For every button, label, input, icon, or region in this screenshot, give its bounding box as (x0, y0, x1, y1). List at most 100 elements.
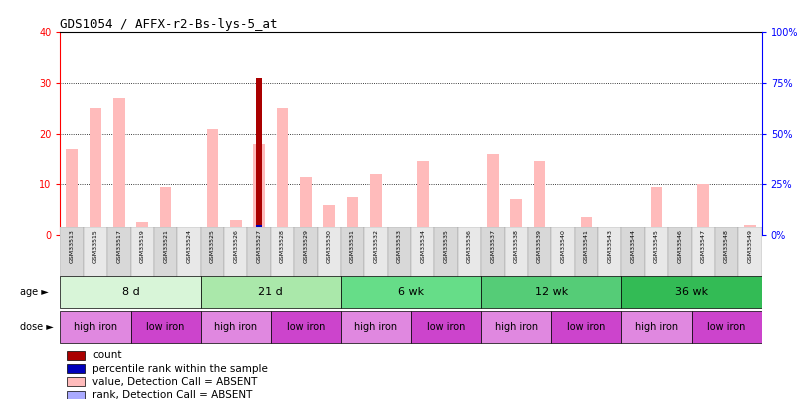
Bar (621, 227, 645, 279)
Bar (68, 377, 85, 386)
Bar (347, 232, 359, 235)
Text: high iron: high iron (495, 322, 538, 332)
Bar (411, 227, 434, 279)
Text: GSM33537: GSM33537 (490, 229, 496, 263)
Bar (206, 232, 218, 235)
Bar (294, 227, 318, 279)
Text: GSM33526: GSM33526 (233, 229, 239, 263)
Bar (481, 227, 505, 279)
Bar (674, 232, 686, 235)
Text: GSM33541: GSM33541 (584, 229, 589, 263)
Bar (621, 276, 762, 308)
Bar (60, 276, 201, 308)
Bar (68, 351, 85, 360)
Bar (341, 311, 411, 343)
Text: GSM33517: GSM33517 (116, 229, 122, 263)
Bar (89, 108, 102, 235)
Bar (458, 227, 481, 279)
Bar (68, 364, 85, 373)
Text: age ►: age ► (20, 287, 49, 297)
Bar (107, 227, 131, 279)
Bar (744, 232, 756, 235)
Text: GSM33536: GSM33536 (467, 229, 472, 263)
Text: high iron: high iron (214, 322, 257, 332)
Bar (715, 227, 738, 279)
Bar (557, 227, 569, 235)
Bar (160, 232, 172, 235)
Text: GSM33535: GSM33535 (443, 229, 449, 263)
Bar (744, 225, 756, 235)
Text: percentile rank within the sample: percentile rank within the sample (92, 364, 268, 373)
Text: 8 d: 8 d (122, 287, 139, 297)
Text: GSM33544: GSM33544 (630, 229, 636, 263)
Bar (271, 227, 294, 279)
Bar (136, 222, 148, 235)
Bar (131, 311, 201, 343)
Text: GSM33515: GSM33515 (93, 229, 98, 263)
Bar (256, 225, 262, 235)
Bar (233, 229, 239, 235)
Bar (224, 227, 247, 279)
Bar (154, 227, 177, 279)
Text: GSM33521: GSM33521 (163, 229, 168, 263)
Bar (364, 227, 388, 279)
Bar (230, 220, 242, 235)
Bar (645, 227, 668, 279)
Bar (621, 311, 692, 343)
Bar (557, 232, 569, 235)
Bar (136, 232, 148, 235)
Bar (668, 227, 692, 279)
Bar (393, 230, 405, 235)
Text: GSM33529: GSM33529 (303, 229, 309, 263)
Text: GSM33530: GSM33530 (326, 229, 332, 263)
Bar (66, 232, 78, 235)
Bar (370, 232, 382, 235)
Bar (388, 227, 411, 279)
Text: low iron: low iron (287, 322, 325, 332)
Bar (60, 311, 131, 343)
Text: low iron: low iron (147, 322, 185, 332)
Bar (604, 230, 616, 235)
Bar (417, 162, 429, 235)
Text: low iron: low iron (427, 322, 465, 332)
Bar (318, 227, 341, 279)
Text: 21 d: 21 d (259, 287, 283, 297)
Bar (253, 144, 265, 235)
Bar (510, 200, 522, 235)
Bar (271, 311, 341, 343)
Bar (113, 98, 125, 235)
Bar (370, 174, 382, 235)
Bar (697, 232, 709, 235)
Bar (463, 230, 476, 235)
Bar (534, 162, 546, 235)
Bar (697, 184, 709, 235)
Bar (256, 78, 262, 235)
Bar (66, 149, 78, 235)
Bar (674, 227, 686, 235)
Bar (440, 230, 452, 235)
Text: GSM33528: GSM33528 (280, 229, 285, 263)
Bar (206, 129, 218, 235)
Bar (721, 230, 733, 235)
Bar (411, 311, 481, 343)
Bar (440, 232, 452, 235)
Bar (68, 390, 85, 399)
Bar (417, 232, 429, 235)
Bar (247, 227, 271, 279)
Text: dose ►: dose ► (20, 322, 54, 332)
Bar (276, 108, 289, 235)
Text: 6 wk: 6 wk (398, 287, 424, 297)
Bar (627, 232, 639, 235)
Text: GSM33548: GSM33548 (724, 229, 729, 263)
Bar (721, 232, 733, 235)
Bar (323, 232, 335, 235)
Bar (160, 187, 172, 235)
Bar (481, 276, 621, 308)
Text: GSM33547: GSM33547 (700, 229, 706, 263)
Bar (201, 227, 224, 279)
Bar (627, 227, 639, 235)
Bar (534, 232, 546, 235)
Text: GSM33532: GSM33532 (373, 229, 379, 263)
Text: 12 wk: 12 wk (534, 287, 568, 297)
Bar (177, 227, 201, 279)
